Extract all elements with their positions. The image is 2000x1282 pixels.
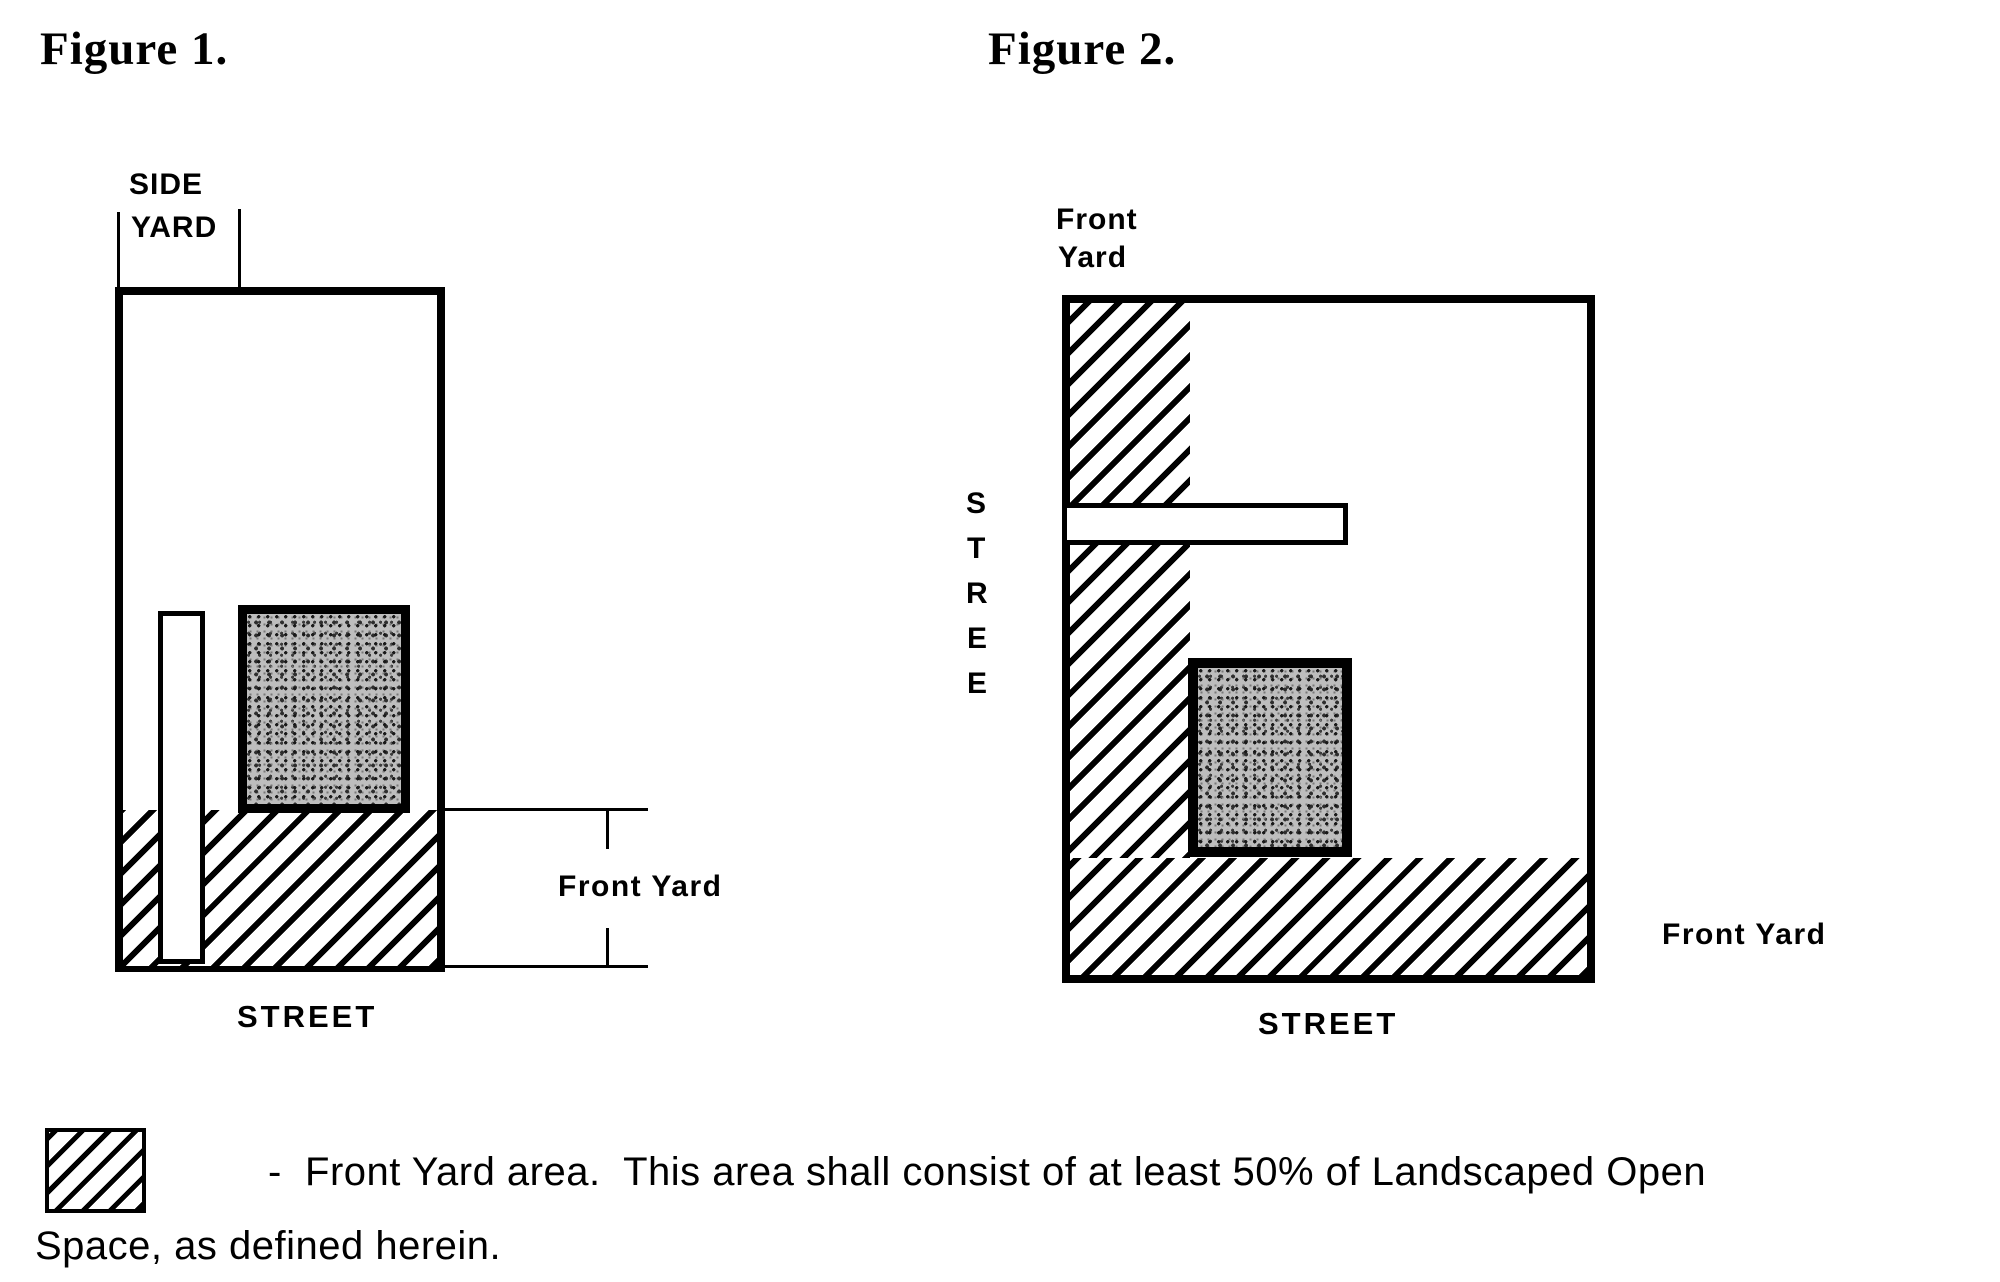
figure2-street-vertical-letter-4: E (967, 622, 988, 655)
figure1-side-yard-label-line2: YARD (131, 211, 218, 244)
figure2-title: Figure 2. (988, 23, 1177, 75)
figure2-street-vertical-letter-1: S (966, 487, 987, 520)
figure1-dimension-line-top (445, 808, 648, 811)
figure1-building (238, 605, 410, 813)
figure2-front-yard-hatch-bottom (1070, 858, 1587, 975)
figure2-front-yard-top-label-line2: Yard (1058, 241, 1128, 274)
figure1-side-yard-line-left (117, 212, 120, 290)
figure2-street-vertical-letter-3: R (966, 577, 988, 610)
legend-text-line2: Space, as defined herein. (35, 1224, 502, 1268)
figure1-dimension-tick-top (606, 811, 609, 849)
figure1-dimension-line-bottom (445, 965, 648, 968)
legend-text-line1: - Front Yard area. This area shall consi… (268, 1150, 1707, 1194)
figure1-dimension-tick-bottom (606, 928, 609, 966)
figure1-street-label: STREET (237, 999, 378, 1034)
figure1-accessory-structure (158, 611, 205, 964)
figure2-front-yard-top-label-line1: Front (1056, 203, 1138, 236)
figure1-front-yard-label: Front Yard (558, 870, 723, 903)
figure2-front-yard-hatch-left (1070, 303, 1190, 858)
figure2-building-wing (1062, 503, 1348, 545)
figure2-street-vertical-letter-5: E (967, 667, 988, 700)
figure1-title: Figure 1. (40, 23, 229, 75)
figure2-street-vertical-letter-2: T (967, 532, 986, 565)
figure2-building (1188, 658, 1352, 857)
front-yard-hatch-swatch (45, 1128, 146, 1213)
figure2-front-yard-right-label: Front Yard (1662, 918, 1827, 951)
figure2-street-label: STREET (1258, 1006, 1399, 1041)
figure1-side-yard-label-line1: SIDE (129, 168, 204, 201)
